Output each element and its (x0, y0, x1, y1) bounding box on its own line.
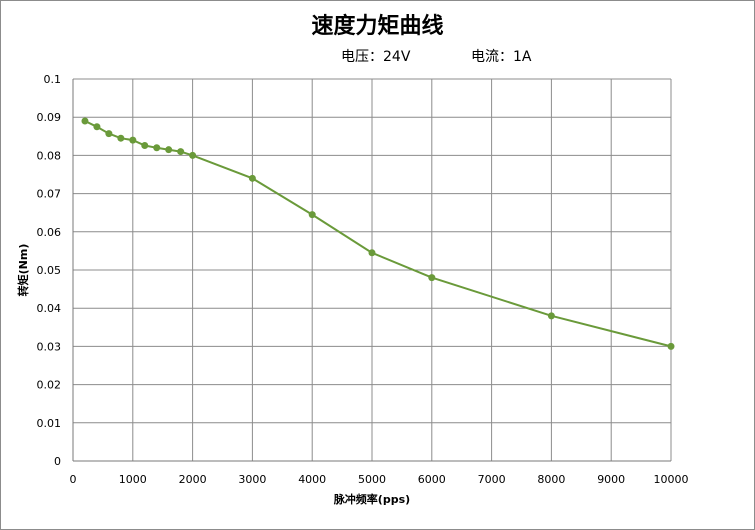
y-tick-label: 0.08 (37, 149, 62, 162)
series-torque (81, 117, 675, 350)
data-point (368, 249, 376, 257)
data-point (165, 146, 173, 154)
data-point (308, 211, 316, 219)
y-tick-label: 0.09 (37, 111, 62, 124)
x-tick-label: 2000 (179, 473, 207, 486)
x-tick-label: 6000 (418, 473, 446, 486)
data-point (93, 123, 101, 131)
y-tick-label: 0.03 (37, 340, 62, 353)
tick-labels: 0 0.01 0.02 0.03 0.04 0.05 0.06 0.07 0.08 0.09 0.1… (37, 73, 689, 486)
x-tick-label: 5000 (358, 473, 386, 486)
y-tick-label: 0.07 (37, 188, 62, 201)
voltage-subtitle: 电压：24V (341, 49, 411, 65)
y-tick-label: 0.06 (37, 226, 62, 239)
y-tick-label: 0.1 (44, 73, 62, 86)
y-tick-label: 0 (54, 455, 61, 468)
x-tick-label: 9000 (597, 473, 625, 486)
data-point (129, 136, 137, 144)
x-tick-label: 4000 (298, 473, 326, 486)
data-point (248, 174, 256, 182)
data-point (81, 117, 89, 125)
data-point (153, 144, 161, 152)
y-tick-label: 0.01 (37, 417, 62, 430)
series-line (84, 120, 672, 348)
data-point (117, 134, 125, 142)
data-point (177, 148, 185, 156)
x-tick-label: 7000 (478, 473, 506, 486)
x-tick-label: 8000 (537, 473, 565, 486)
x-tick-label: 1000 (119, 473, 147, 486)
data-point (667, 342, 675, 350)
y-tick-label: 0.04 (37, 302, 62, 315)
data-point (189, 151, 197, 159)
grid-lines (72, 78, 672, 462)
chart-title: 速度力矩曲线 (311, 14, 444, 39)
y-axis-label: 转矩(Nm) (16, 244, 30, 297)
x-tick-label: 10000 (654, 473, 689, 486)
current-subtitle: 电流：1A (471, 49, 532, 65)
x-tick-label: 3000 (238, 473, 266, 486)
x-axis-label: 脉冲频率(pps) (333, 492, 410, 506)
data-point (547, 312, 555, 320)
y-tick-label: 0.05 (37, 264, 62, 277)
data-point (141, 141, 149, 149)
y-tick-label: 0.02 (37, 379, 62, 392)
data-point (105, 130, 113, 138)
data-point (428, 274, 436, 282)
x-tick-label: 0 (70, 473, 77, 486)
